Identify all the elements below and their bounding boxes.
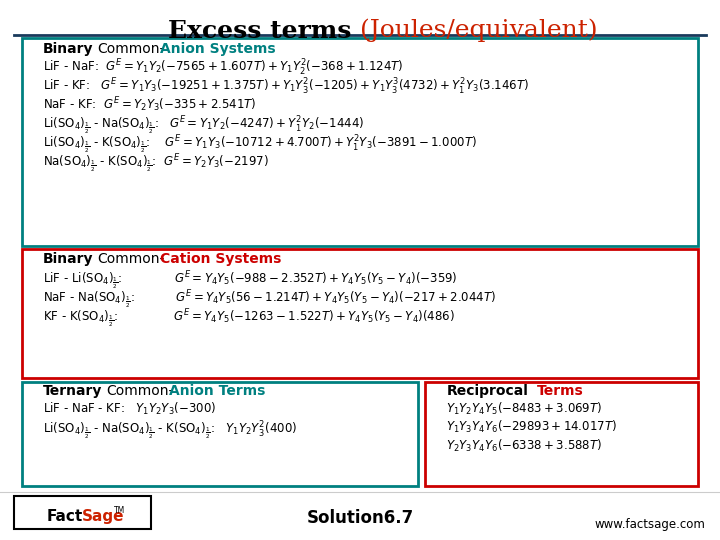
FancyBboxPatch shape <box>425 382 698 486</box>
Text: LiF - Li(SO$_4$)$_{\frac{1}{2}}$:              $G^E = Y_4Y_5\left(-988-2.352T\ri: LiF - Li(SO$_4$)$_{\frac{1}{2}}$: $G^E =… <box>43 269 457 291</box>
FancyBboxPatch shape <box>22 382 418 486</box>
Text: TM: TM <box>114 506 125 515</box>
Text: Fact: Fact <box>47 509 83 524</box>
Text: Anion Terms: Anion Terms <box>169 384 266 399</box>
Text: Common-: Common- <box>97 42 165 56</box>
Text: NaF - KF:  $G^E = Y_2Y_3\left(-335+2.541T\right)$: NaF - KF: $G^E = Y_2Y_3\left(-335+2.541T… <box>43 96 257 114</box>
Text: www.factsage.com: www.factsage.com <box>595 518 706 531</box>
FancyBboxPatch shape <box>22 249 698 378</box>
Text: Na(SO$_4$)$_{\frac{1}{2}}$ - K(SO$_4$)$_{\frac{1}{2}}$:  $G^E = Y_2Y_3\left(-219: Na(SO$_4$)$_{\frac{1}{2}}$ - K(SO$_4$)$_… <box>43 152 269 173</box>
Text: Terms: Terms <box>536 384 583 399</box>
Text: Anion Systems: Anion Systems <box>160 42 276 56</box>
Text: Binary: Binary <box>43 252 94 266</box>
Text: Excess terms: Excess terms <box>168 19 360 43</box>
Text: Solution6.7: Solution6.7 <box>307 509 413 526</box>
Text: Li(SO$_4$)$_{\frac{1}{2}}$ - Na(SO$_4$)$_{\frac{1}{2}}$ - K(SO$_4$)$_{\frac{1}{2: Li(SO$_4$)$_{\frac{1}{2}}$ - Na(SO$_4$)$… <box>43 419 297 441</box>
Text: $Y_1Y_2Y_4Y_5\left(-8483+3.069T\right)$: $Y_1Y_2Y_4Y_5\left(-8483+3.069T\right)$ <box>446 401 603 417</box>
Text: Li(SO$_4$)$_{\frac{1}{2}}$ - K(SO$_4$)$_{\frac{1}{2}}$:    $G^E = Y_1Y_3\left(-1: Li(SO$_4$)$_{\frac{1}{2}}$ - K(SO$_4$)$_… <box>43 133 477 154</box>
Text: NaF - Na(SO$_4$)$_{\frac{1}{2}}$:           $G^E = Y_4Y_5\left(56-1.214T\right)+: NaF - Na(SO$_4$)$_{\frac{1}{2}}$: $G^E =… <box>43 288 496 309</box>
Text: Sage: Sage <box>82 509 125 524</box>
Text: KF - K(SO$_4$)$_{\frac{1}{2}}$:               $G^E = Y_4Y_5\left(-1263-1.522T\ri: KF - K(SO$_4$)$_{\frac{1}{2}}$: $G^E = Y… <box>43 307 455 328</box>
FancyBboxPatch shape <box>14 496 151 529</box>
Text: Reciprocal: Reciprocal <box>446 384 528 399</box>
Text: Common-: Common- <box>97 252 165 266</box>
Text: $Y_2Y_3Y_4Y_6\left(-6338+3.588T\right)$: $Y_2Y_3Y_4Y_6\left(-6338+3.588T\right)$ <box>446 437 603 454</box>
Text: Cation Systems: Cation Systems <box>160 252 282 266</box>
Text: LiF - NaF - KF:   $Y_1Y_2Y_3\left(-300\right)$: LiF - NaF - KF: $Y_1Y_2Y_3\left(-300\rig… <box>43 401 216 417</box>
FancyBboxPatch shape <box>22 38 698 246</box>
Text: (Joules/equivalent): (Joules/equivalent) <box>360 19 598 43</box>
Text: Binary: Binary <box>43 42 94 56</box>
Text: Li(SO$_4$)$_{\frac{1}{2}}$ - Na(SO$_4$)$_{\frac{1}{2}}$:   $G^E = Y_1Y_2\left(-4: Li(SO$_4$)$_{\frac{1}{2}}$ - Na(SO$_4$)$… <box>43 114 364 136</box>
Text: $Y_1Y_3Y_4Y_6\left(-29893+14.017T\right)$: $Y_1Y_3Y_4Y_6\left(-29893+14.017T\right)… <box>446 419 617 435</box>
Text: Ternary: Ternary <box>43 384 102 399</box>
Text: Common-: Common- <box>107 384 174 399</box>
Text: LiF - KF:   $G^E = Y_1Y_3\left(-19251+1.375T\right)+Y_1Y_3^2\left(-1205\right)+Y: LiF - KF: $G^E = Y_1Y_3\left(-19251+1.37… <box>43 77 529 97</box>
Text: LiF - NaF:  $G^E = Y_1Y_2\left(-7565+1.607T\right)+Y_1Y_2^2\left(-368+1.124T\rig: LiF - NaF: $G^E = Y_1Y_2\left(-7565+1.60… <box>43 58 404 78</box>
